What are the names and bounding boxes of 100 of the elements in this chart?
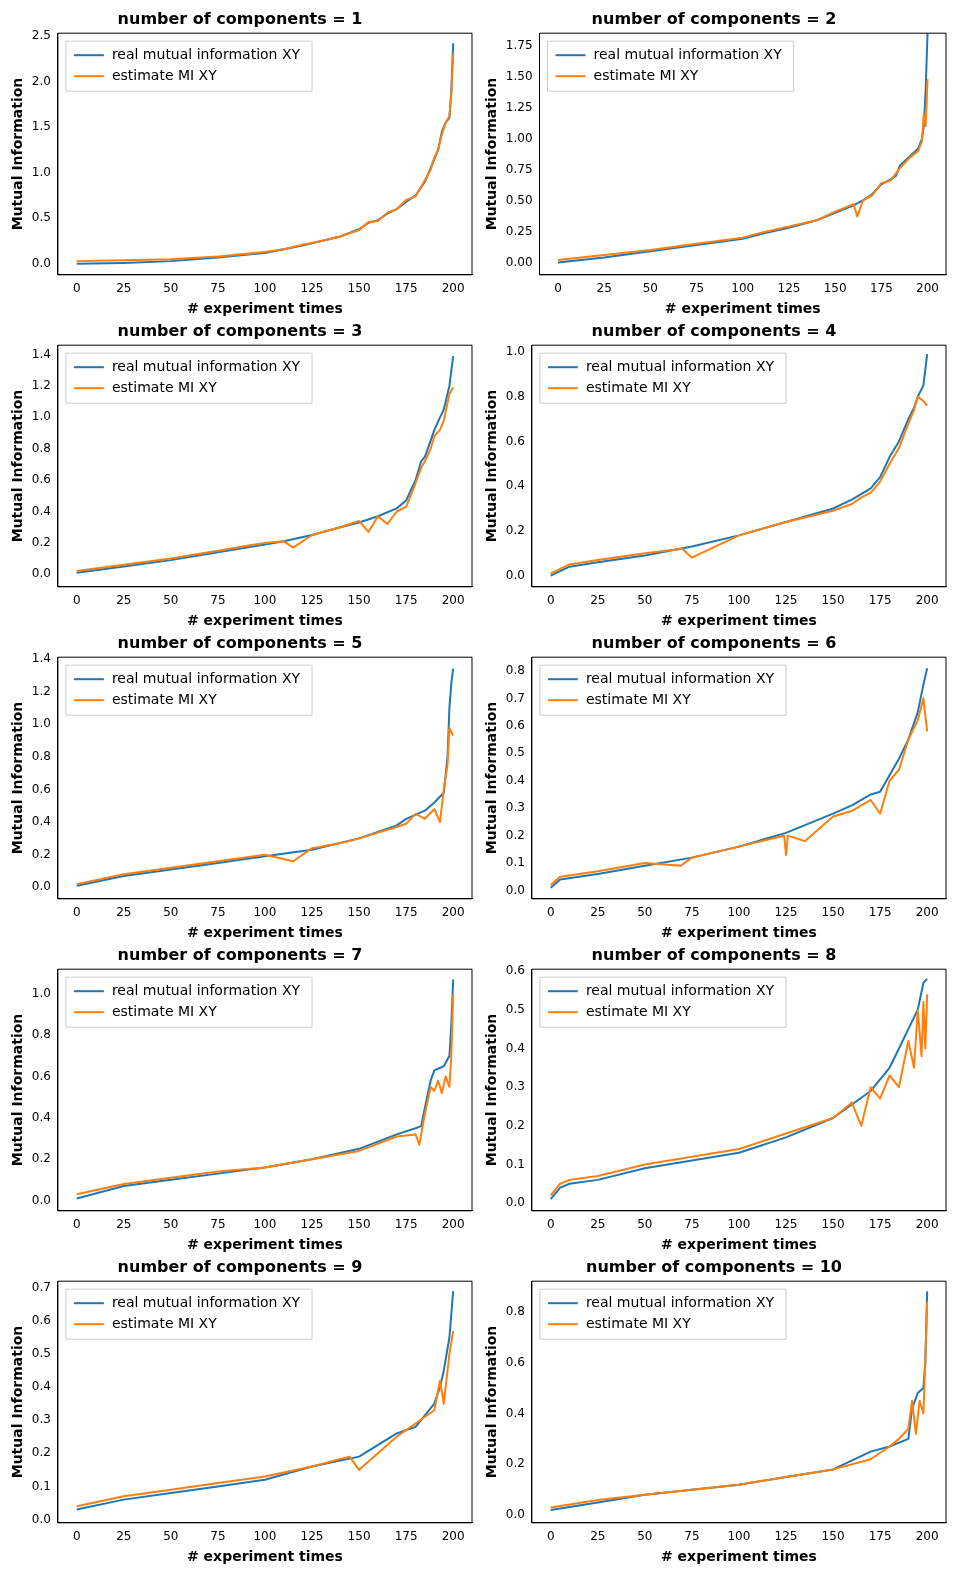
x-tick-label: 75 <box>210 281 226 296</box>
x-axis-title: # experiment times <box>187 1236 343 1253</box>
x-tick-label: 75 <box>210 1529 226 1544</box>
x-tick-label: 25 <box>590 1529 606 1544</box>
x-tick-label: 0 <box>546 1529 555 1544</box>
y-tick-label: 1.5 <box>31 119 51 134</box>
x-tick-label: 150 <box>821 905 845 920</box>
x-tick-label: 25 <box>116 593 132 608</box>
x-tick-label: 25 <box>590 593 606 608</box>
x-tick-label: 50 <box>163 281 179 296</box>
chart-title: number of components = 8 <box>591 944 837 964</box>
x-tick-label: 125 <box>774 1217 798 1232</box>
y-tick-label: 2.5 <box>31 28 51 43</box>
y-tick-label: 1.4 <box>31 346 51 361</box>
x-axis-title: # experiment times <box>661 1236 817 1253</box>
y-tick-label: 0.4 <box>31 814 51 829</box>
x-tick-label: 125 <box>774 593 798 608</box>
x-tick-label: 175 <box>394 905 418 920</box>
y-tick-label: 0.2 <box>31 1445 51 1460</box>
x-tick-label: 0 <box>554 281 562 296</box>
x-tick-label: 200 <box>441 281 465 296</box>
y-tick-label: 2.0 <box>31 73 51 88</box>
x-tick-label: 25 <box>116 1529 132 1544</box>
x-tick-label: 150 <box>347 1217 371 1232</box>
x-tick-label: 200 <box>441 905 465 920</box>
x-tick-label: 100 <box>253 593 277 608</box>
x-tick-label: 0 <box>546 1217 555 1232</box>
chart-title: number of components = 6 <box>591 632 837 652</box>
x-tick-label: 75 <box>210 905 226 920</box>
y-tick-label: 0.8 <box>505 388 525 403</box>
x-tick-label: 175 <box>868 905 892 920</box>
x-tick-label: 50 <box>642 281 659 296</box>
legend-label: real mutual information XY <box>585 357 775 374</box>
y-tick-label: 0.6 <box>505 963 525 978</box>
x-tick-label: 125 <box>777 281 801 296</box>
x-tick-label: 50 <box>163 1217 179 1232</box>
y-tick-label: 0.0 <box>31 255 51 270</box>
x-axis-title: # experiment times <box>187 924 343 941</box>
chart-title: number of components = 3 <box>117 320 363 340</box>
y-tick-label: 0.6 <box>505 433 525 448</box>
x-tick-label: 150 <box>823 281 847 296</box>
legend-label: real mutual information XY <box>593 45 783 62</box>
y-tick-label: 0.2 <box>505 827 525 842</box>
legend-label: estimate MI XY <box>593 66 699 83</box>
y-tick-label: 0.6 <box>31 1068 51 1083</box>
x-tick-label: 200 <box>441 1529 465 1544</box>
y-tick-label: 1.75 <box>505 37 533 52</box>
x-tick-label: 50 <box>163 905 179 920</box>
y-tick-label: 0.5 <box>505 1001 525 1016</box>
x-tick-label: 175 <box>869 281 893 296</box>
x-tick-label: 125 <box>774 1529 798 1544</box>
x-tick-label: 100 <box>253 281 277 296</box>
y-tick-label: 0.0 <box>31 566 51 581</box>
x-tick-label: 200 <box>915 593 939 608</box>
x-tick-label: 125 <box>300 1529 324 1544</box>
x-tick-label: 25 <box>116 1217 132 1232</box>
y-tick-label: 0.4 <box>505 1405 525 1420</box>
y-tick-label: 0.4 <box>31 503 51 518</box>
x-tick-label: 200 <box>915 905 939 920</box>
y-tick-label: 0.8 <box>505 663 525 678</box>
y-tick-label: 0.3 <box>31 1412 51 1427</box>
x-tick-label: 0 <box>72 1529 81 1544</box>
y-axis-title: Mutual Information <box>9 389 26 543</box>
x-tick-label: 50 <box>163 1529 179 1544</box>
chart-title: number of components = 5 <box>117 632 363 652</box>
chart-title: number of components = 1 <box>117 8 363 28</box>
x-tick-label: 25 <box>116 905 132 920</box>
y-tick-label: 0.2 <box>31 1151 51 1166</box>
x-tick-label: 125 <box>300 281 324 296</box>
y-tick-label: 0.6 <box>31 472 51 487</box>
legend-label: estimate MI XY <box>585 378 692 395</box>
y-tick-label: 1.0 <box>31 716 51 731</box>
y-tick-label: 0.0 <box>505 567 525 582</box>
y-tick-label: 0.8 <box>31 440 51 455</box>
x-axis-title: # experiment times <box>187 300 343 317</box>
x-tick-label: 25 <box>116 281 132 296</box>
x-tick-label: 100 <box>727 905 751 920</box>
legend-label: real mutual information XY <box>585 981 775 998</box>
x-tick-label: 150 <box>347 593 371 608</box>
x-tick-label: 50 <box>637 1217 653 1232</box>
y-tick-label: 0.8 <box>31 748 51 763</box>
x-axis-title: # experiment times <box>187 612 343 629</box>
x-tick-label: 175 <box>868 1529 892 1544</box>
y-axis-title: Mutual Information <box>483 77 500 231</box>
y-axis-title: Mutual Information <box>9 1325 26 1479</box>
x-tick-label: 125 <box>300 1217 324 1232</box>
y-tick-label: 0.00 <box>505 254 533 269</box>
x-tick-label: 25 <box>596 281 612 296</box>
y-tick-label: 0.2 <box>31 846 51 861</box>
x-tick-label: 25 <box>590 905 606 920</box>
x-tick-label: 75 <box>684 1529 700 1544</box>
y-tick-label: 0.4 <box>505 772 525 787</box>
x-tick-label: 75 <box>684 593 700 608</box>
y-tick-label: 0.5 <box>31 1346 51 1361</box>
x-tick-label: 75 <box>684 905 700 920</box>
y-tick-label: 0.0 <box>505 882 525 897</box>
y-tick-label: 0.0 <box>505 1195 525 1210</box>
y-tick-label: 0.2 <box>505 1117 525 1132</box>
y-tick-label: 0.0 <box>31 879 51 894</box>
legend-label: estimate MI XY <box>111 378 218 395</box>
